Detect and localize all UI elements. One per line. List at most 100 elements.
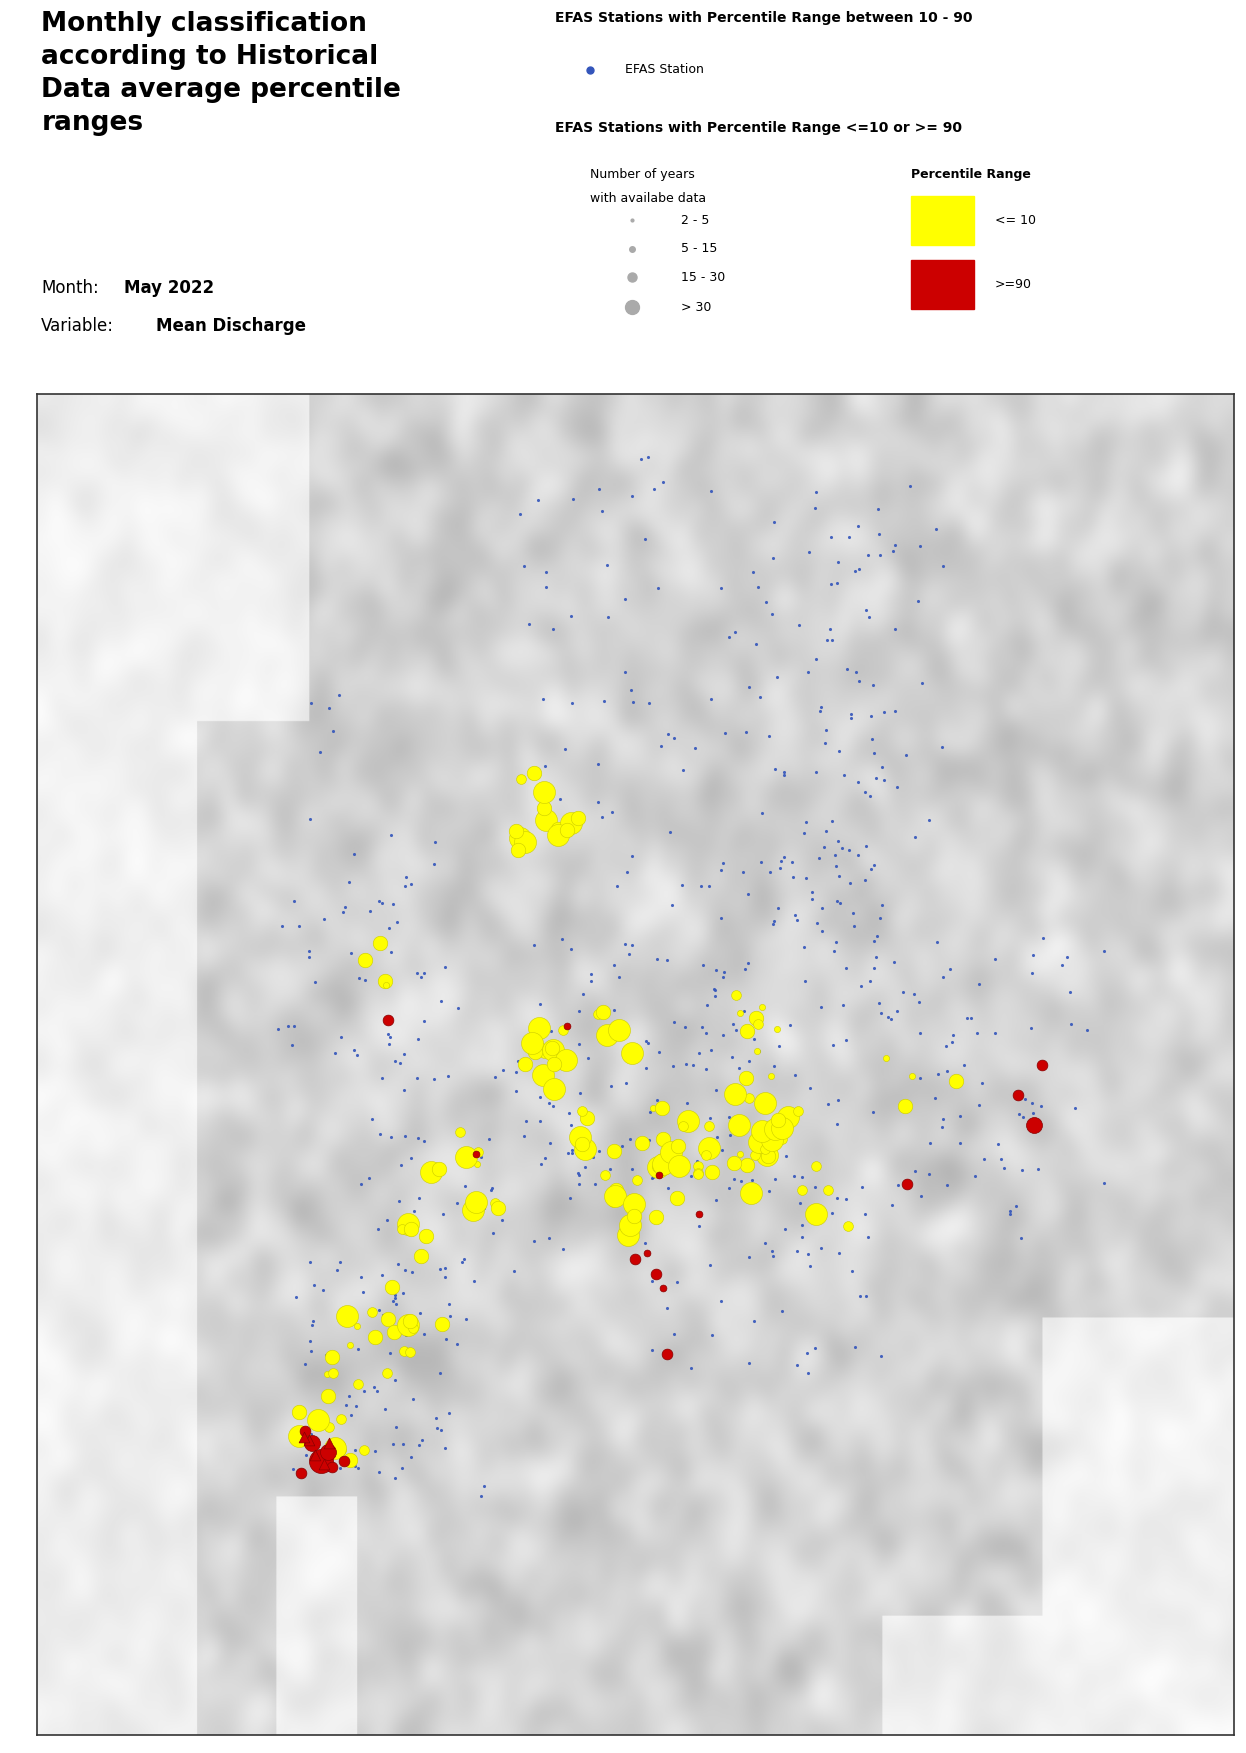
Point bbox=[304, 1271, 324, 1299]
Point bbox=[548, 815, 568, 843]
Point bbox=[729, 997, 749, 1026]
Point bbox=[302, 1420, 321, 1448]
Point bbox=[604, 950, 624, 978]
Point bbox=[744, 1306, 764, 1334]
Point bbox=[392, 1430, 412, 1458]
Point bbox=[299, 943, 319, 971]
Point bbox=[354, 1278, 374, 1306]
Point bbox=[710, 1287, 730, 1315]
Point bbox=[721, 1043, 741, 1071]
Point bbox=[824, 1031, 844, 1059]
Point bbox=[609, 1017, 629, 1045]
Point bbox=[773, 1297, 792, 1325]
Point bbox=[541, 1129, 561, 1157]
Point bbox=[862, 724, 882, 752]
Point bbox=[658, 947, 678, 975]
Point bbox=[435, 954, 455, 982]
Point bbox=[741, 1125, 761, 1153]
Point bbox=[572, 1129, 592, 1157]
Point bbox=[1023, 941, 1043, 969]
Point bbox=[728, 1152, 748, 1180]
Point bbox=[645, 1203, 665, 1231]
Point bbox=[543, 1075, 563, 1103]
Point bbox=[394, 1040, 414, 1068]
Point bbox=[390, 1048, 410, 1076]
Point bbox=[1077, 1017, 1096, 1045]
Point bbox=[1057, 943, 1077, 971]
Point bbox=[354, 1376, 374, 1404]
Point bbox=[697, 1141, 716, 1169]
Point bbox=[664, 1178, 684, 1206]
Point bbox=[730, 1139, 750, 1167]
Point bbox=[1028, 1155, 1048, 1183]
Point bbox=[625, 1245, 645, 1273]
Point bbox=[753, 1117, 773, 1145]
Point bbox=[1032, 1052, 1052, 1080]
Point bbox=[820, 615, 840, 643]
Point bbox=[849, 768, 868, 796]
Point bbox=[683, 1050, 703, 1078]
Point bbox=[400, 1338, 420, 1366]
Point bbox=[768, 1015, 787, 1043]
Point bbox=[871, 1341, 891, 1369]
Point bbox=[407, 959, 427, 987]
Point bbox=[667, 1183, 687, 1211]
Point bbox=[523, 931, 543, 959]
Point bbox=[481, 1176, 501, 1204]
Text: EFAS Station: EFAS Station bbox=[625, 63, 704, 75]
Point bbox=[456, 1143, 476, 1171]
Point bbox=[485, 1189, 505, 1217]
Point bbox=[839, 1213, 858, 1241]
Point bbox=[308, 1406, 328, 1434]
Point bbox=[455, 1171, 475, 1199]
Point bbox=[635, 1229, 655, 1257]
Point bbox=[710, 905, 730, 933]
Point bbox=[365, 1324, 385, 1352]
Point bbox=[427, 1413, 447, 1441]
Point bbox=[430, 1359, 450, 1387]
Point bbox=[643, 1094, 663, 1122]
Point bbox=[827, 1183, 847, 1211]
Point bbox=[779, 1103, 799, 1131]
Point bbox=[713, 962, 733, 990]
Point bbox=[765, 1164, 785, 1192]
Point bbox=[385, 1281, 405, 1309]
Point bbox=[553, 1017, 573, 1045]
Point bbox=[887, 773, 907, 801]
Point bbox=[318, 1455, 338, 1483]
Point bbox=[855, 866, 875, 894]
Point bbox=[588, 789, 608, 817]
Point bbox=[513, 552, 533, 580]
Point bbox=[814, 833, 834, 861]
Point bbox=[744, 1026, 764, 1054]
Point bbox=[340, 1446, 360, 1474]
Point bbox=[638, 444, 658, 472]
Point bbox=[819, 1176, 839, 1204]
Point bbox=[765, 1115, 785, 1143]
Point bbox=[401, 1257, 421, 1285]
Point bbox=[942, 1027, 962, 1055]
Point bbox=[1008, 1080, 1028, 1110]
Point bbox=[348, 1371, 368, 1399]
Point bbox=[435, 1253, 455, 1281]
Point bbox=[373, 889, 392, 917]
Point bbox=[583, 1143, 603, 1171]
Point bbox=[885, 531, 905, 559]
Point bbox=[381, 938, 401, 966]
Point bbox=[602, 798, 622, 826]
Point bbox=[401, 1215, 421, 1243]
Point bbox=[632, 1129, 652, 1157]
Point bbox=[401, 869, 421, 898]
Point bbox=[658, 1173, 678, 1201]
Point bbox=[822, 806, 842, 834]
Point bbox=[974, 1145, 994, 1173]
Point bbox=[395, 1255, 415, 1283]
Point bbox=[482, 1175, 502, 1203]
Point bbox=[845, 1332, 865, 1360]
Point bbox=[726, 982, 746, 1010]
Point bbox=[375, 971, 395, 999]
Point bbox=[511, 500, 531, 528]
Point bbox=[435, 1262, 455, 1290]
Point bbox=[896, 742, 916, 770]
Point bbox=[290, 1458, 310, 1487]
